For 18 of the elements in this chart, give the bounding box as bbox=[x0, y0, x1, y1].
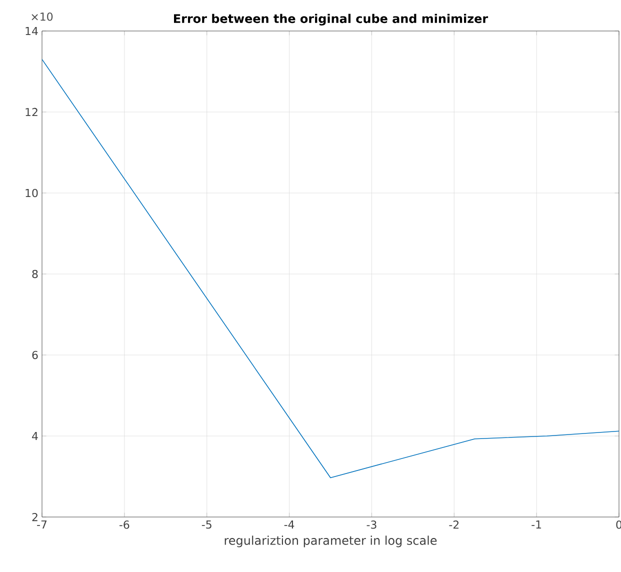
x-tick-label: -3 bbox=[366, 520, 376, 529]
line-series bbox=[42, 58, 619, 478]
x-tick-label: -7 bbox=[37, 520, 47, 529]
x-tick-label: -6 bbox=[119, 520, 130, 529]
y-tick-label: 12 bbox=[26, 108, 38, 116]
x-axis-title: regulariztion parameter in log scale bbox=[224, 536, 437, 548]
y-tick-label: 6 bbox=[32, 350, 38, 360]
chart-title: Error between the original cube and minimizer bbox=[174, 14, 488, 26]
y-tick-label: 14 bbox=[26, 27, 38, 35]
y-tick-label: 8 bbox=[32, 270, 38, 278]
y-tick-label: 2 bbox=[32, 512, 38, 522]
x-tick-label: -5 bbox=[202, 520, 212, 529]
y-tick-label: 10 bbox=[26, 188, 38, 198]
x-tick-label: -4 bbox=[284, 520, 294, 529]
x-tick-label: -2 bbox=[449, 520, 459, 529]
y-tick-label: 4 bbox=[32, 432, 38, 440]
text: ×10 bbox=[32, 12, 53, 21]
x-tick-label: -1 bbox=[532, 520, 542, 529]
